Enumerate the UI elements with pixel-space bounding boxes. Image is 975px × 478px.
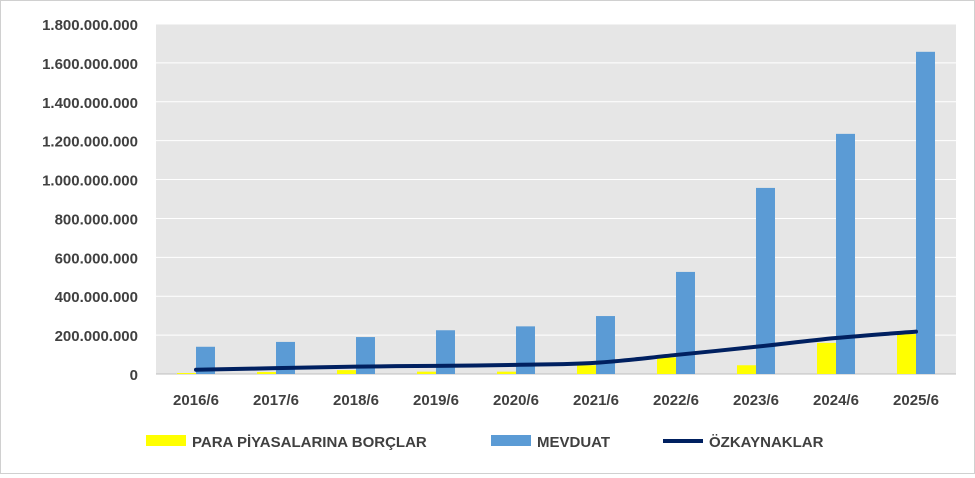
x-tick-label: 2023/6 bbox=[733, 392, 779, 409]
y-tick-label: 1.400.000.000 bbox=[42, 95, 138, 112]
bar-mevduat bbox=[676, 272, 695, 374]
legend-label: PARA PİYASALARINA BORÇLAR bbox=[192, 434, 427, 451]
bar-para-piyasalarina-borclar bbox=[577, 365, 596, 374]
x-axis-ticks: 2016/6 2017/6 2018/6 2019/6 2020/6 2021/6 2022… bbox=[173, 392, 939, 409]
legend: PARA PİYASALARINA BORÇLAR MEVDUAT ÖZKAYNAK… bbox=[146, 434, 824, 451]
bar-mevduat bbox=[596, 316, 615, 374]
bar-para-piyasalarina-borclar bbox=[737, 365, 756, 374]
y-tick-label: 400.000.000 bbox=[55, 289, 138, 306]
x-tick-label: 2022/6 bbox=[653, 392, 699, 409]
x-tick-label: 2018/6 bbox=[333, 392, 379, 409]
legend-swatch bbox=[491, 435, 531, 446]
y-tick-label: 1.800.000.000 bbox=[42, 17, 138, 34]
x-tick-label: 2020/6 bbox=[493, 392, 539, 409]
x-tick-label: 2019/6 bbox=[413, 392, 459, 409]
x-tick-label: 2025/6 bbox=[893, 392, 939, 409]
legend-label: ÖZKAYNAKLAR bbox=[709, 434, 824, 451]
y-tick-label: 600.000.000 bbox=[55, 250, 138, 267]
bar-para-piyasalarina-borclar bbox=[257, 372, 276, 374]
bar-mevduat bbox=[916, 52, 935, 374]
legend-label: MEVDUAT bbox=[537, 434, 610, 451]
y-tick-label: 1.600.000.000 bbox=[42, 56, 138, 73]
bar-para-piyasalarina-borclar bbox=[897, 334, 916, 374]
bar-para-piyasalarina-borclar bbox=[337, 370, 356, 374]
y-tick-label: 1.200.000.000 bbox=[42, 134, 138, 151]
y-tick-label: 1.000.000.000 bbox=[42, 173, 138, 190]
bar-para-piyasalarina-borclar bbox=[177, 373, 196, 374]
x-tick-label: 2021/6 bbox=[573, 392, 619, 409]
x-tick-label: 2017/6 bbox=[253, 392, 299, 409]
bar-mevduat bbox=[516, 326, 535, 374]
y-tick-label: 0 bbox=[130, 367, 138, 384]
bar-para-piyasalarina-borclar bbox=[657, 357, 676, 374]
y-tick-label: 800.000.000 bbox=[55, 211, 138, 228]
legend-swatch bbox=[146, 435, 186, 446]
x-tick-label: 2016/6 bbox=[173, 392, 219, 409]
bar-para-piyasalarina-borclar bbox=[817, 343, 836, 374]
y-axis-ticks: 0 200.000.000 400.000.000 600.000.000 800.00… bbox=[42, 17, 138, 384]
y-tick-label: 200.000.000 bbox=[55, 328, 138, 345]
bar-para-piyasalarina-borclar bbox=[417, 372, 436, 374]
x-tick-label: 2024/6 bbox=[813, 392, 859, 409]
bar-para-piyasalarina-borclar bbox=[497, 372, 516, 374]
